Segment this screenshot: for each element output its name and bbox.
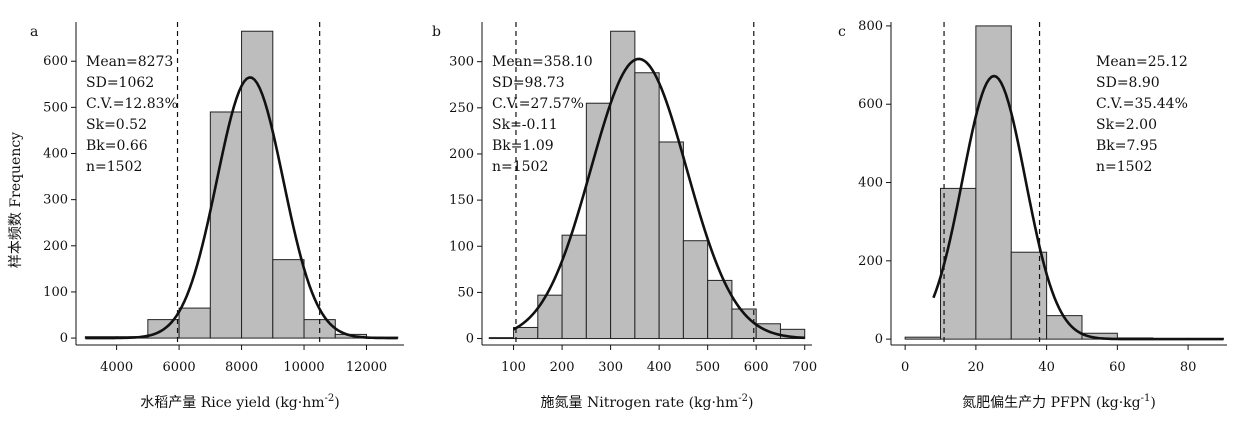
y-tick-label: 100 bbox=[449, 239, 474, 254]
stat-line: n=1502 bbox=[86, 159, 142, 175]
histogram-bar bbox=[610, 30, 636, 340]
histogram-bar bbox=[682, 240, 709, 340]
x-tick-label: 4000 bbox=[100, 360, 133, 375]
x-tick-label: 40 bbox=[1038, 360, 1055, 375]
y-tick-label: 200 bbox=[858, 254, 883, 269]
y-tick-label: 400 bbox=[858, 176, 883, 191]
histogram-bar bbox=[1010, 251, 1048, 340]
y-tick-label: 500 bbox=[43, 100, 68, 115]
histogram-bar bbox=[658, 141, 684, 340]
histogram-bar bbox=[272, 259, 305, 339]
x-axis-label: 氮肥偏生产力 PFPN (kg·kg-1) bbox=[962, 393, 1156, 411]
stat-line: Bk=0.66 bbox=[86, 138, 148, 154]
x-axis-label-exponent: -2 bbox=[325, 393, 335, 404]
x-tick-label: 0 bbox=[901, 360, 909, 375]
x-tick-label: 200 bbox=[550, 360, 575, 375]
panel-c: c 0 200 400 600 800 0 20 40 60 80 氮肥偏生产力 PFPN (kg·k… bbox=[838, 19, 1227, 411]
x-tick-label: 600 bbox=[744, 360, 769, 375]
stat-line: Sk=0.52 bbox=[86, 117, 147, 133]
y-axis-label: 样本频数 Frequency bbox=[8, 132, 24, 268]
stat-line: SD=1062 bbox=[86, 75, 154, 91]
normal-fit-curve bbox=[932, 74, 1224, 341]
stat-line: C.V.=27.57% bbox=[492, 96, 584, 112]
normal-fit-curve bbox=[85, 76, 398, 340]
histogram-bar bbox=[209, 111, 243, 339]
y-tick-label: 400 bbox=[43, 147, 68, 162]
stat-line: Mean=8273 bbox=[86, 54, 173, 70]
histogram-bar bbox=[178, 307, 211, 339]
x-axis-label-main: 水稻产量 Rice yield (kg·hm bbox=[140, 395, 324, 411]
y-tick-label: 100 bbox=[43, 285, 68, 300]
x-tick-label: 400 bbox=[647, 360, 672, 375]
stat-line: Sk=-0.11 bbox=[492, 117, 558, 133]
normal-fit-curve bbox=[512, 57, 805, 340]
x-tick-label: 80 bbox=[1180, 360, 1197, 375]
y-tick-label: 50 bbox=[457, 285, 474, 300]
x-tick-label: 12000 bbox=[346, 360, 387, 375]
x-tick-label: 100 bbox=[501, 360, 526, 375]
y-tick-label: 0 bbox=[60, 331, 68, 346]
stat-line: Bk=1.09 bbox=[492, 138, 554, 154]
panel-letter-a: a bbox=[30, 24, 38, 40]
panel-letter-c: c bbox=[838, 24, 846, 40]
histogram-bar bbox=[975, 25, 1012, 340]
y-tick-label: 200 bbox=[43, 239, 68, 254]
y-tick-label: 150 bbox=[449, 193, 474, 208]
x-axis-label-main: 施氮量 Nitrogen rate (kg·hm bbox=[541, 395, 739, 411]
stat-line: n=1502 bbox=[1096, 159, 1152, 175]
y-tick-label: 300 bbox=[449, 55, 474, 70]
x-tick-label: 60 bbox=[1109, 360, 1126, 375]
x-tick-label: 700 bbox=[792, 360, 817, 375]
y-tick-label: 300 bbox=[43, 193, 68, 208]
stat-line: Bk=7.95 bbox=[1096, 138, 1158, 154]
y-tick-label: 0 bbox=[875, 332, 883, 347]
x-axis-label-end: ) bbox=[748, 395, 753, 411]
panel-letter-b: b bbox=[432, 24, 441, 40]
x-axis-label: 水稻产量 Rice yield (kg·hm-2) bbox=[140, 393, 339, 411]
y-tick-label: 800 bbox=[858, 19, 883, 34]
x-axis-label-exponent: -1 bbox=[1141, 393, 1151, 404]
stat-line: Mean=25.12 bbox=[1096, 54, 1188, 70]
histogram-bar bbox=[634, 72, 660, 340]
x-axis-label-end: ) bbox=[334, 395, 339, 411]
x-axis-label-end: ) bbox=[1150, 395, 1155, 411]
x-tick-label: 6000 bbox=[163, 360, 196, 375]
x-axis-label: 施氮量 Nitrogen rate (kg·hm-2) bbox=[541, 393, 754, 411]
x-axis-label-exponent: -2 bbox=[738, 393, 748, 404]
y-tick-label: 0 bbox=[466, 332, 474, 347]
histogram-bar bbox=[241, 30, 274, 339]
y-tick-label: 200 bbox=[449, 147, 474, 162]
stat-line: SD=98.73 bbox=[492, 75, 565, 91]
panel-b: b 0 50 100 150 200 250 300 100 200 300 400 500 600 700… bbox=[432, 22, 817, 411]
stat-line: SD=8.90 bbox=[1096, 75, 1160, 91]
y-tick-label: 600 bbox=[43, 54, 68, 69]
histogram-bar bbox=[904, 336, 942, 340]
stat-line: Mean=358.10 bbox=[492, 54, 593, 70]
histogram-bar bbox=[940, 187, 977, 340]
x-tick-label: 8000 bbox=[225, 360, 258, 375]
histogram-bar bbox=[513, 326, 539, 340]
x-tick-label: 500 bbox=[695, 360, 720, 375]
x-tick-label: 300 bbox=[598, 360, 623, 375]
stat-line: Sk=2.00 bbox=[1096, 117, 1157, 133]
y-tick-label: 250 bbox=[449, 101, 474, 116]
y-tick-label: 600 bbox=[858, 97, 883, 112]
histogram-bar bbox=[488, 337, 515, 340]
x-axis-label-main: 氮肥偏生产力 PFPN (kg·kg bbox=[962, 395, 1141, 411]
x-tick-label: 20 bbox=[968, 360, 985, 375]
stat-line: C.V.=35.44% bbox=[1096, 96, 1188, 112]
stat-line: n=1502 bbox=[492, 159, 548, 175]
x-tick-label: 10000 bbox=[283, 360, 324, 375]
stat-line: C.V.=12.83% bbox=[86, 96, 178, 112]
panel-a: a 0 100 200 300 400 500 600 4000 6000 8000 10000 120… bbox=[30, 22, 404, 411]
